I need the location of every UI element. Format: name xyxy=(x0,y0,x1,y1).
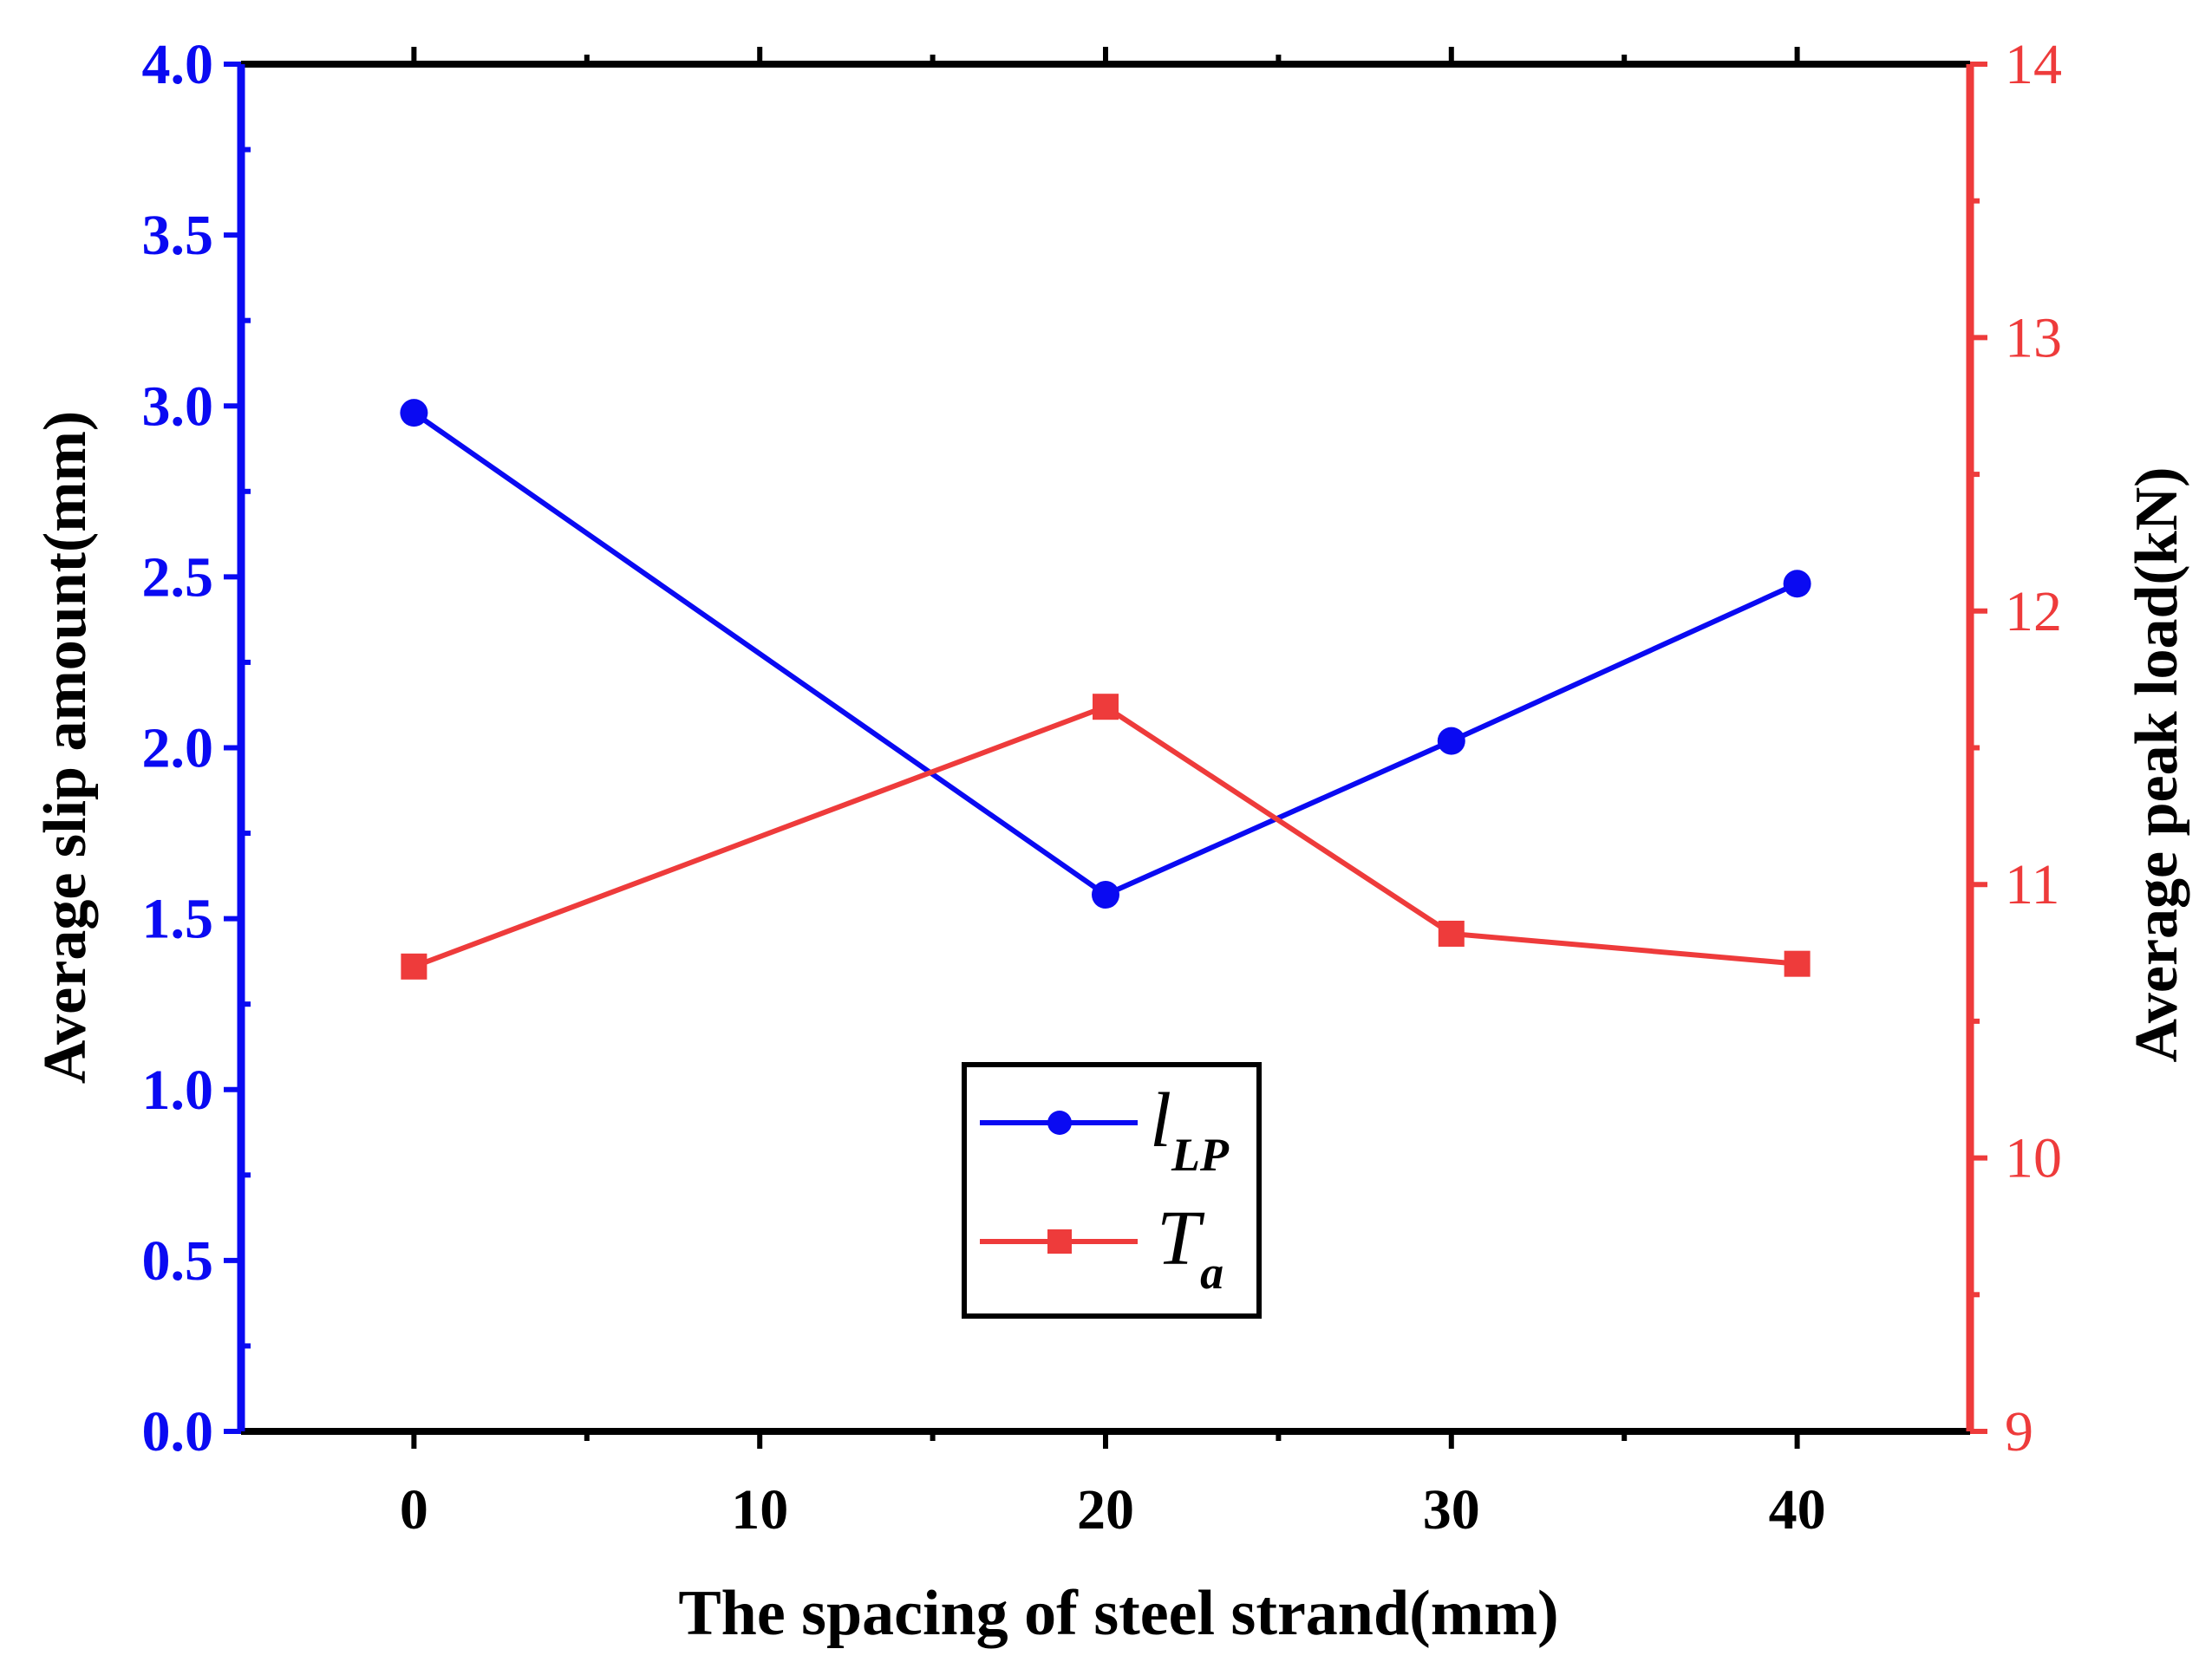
right-y-tick-label: 14 xyxy=(2005,33,2062,96)
data-point-t-a xyxy=(1784,950,1811,977)
right-y-tick-label: 10 xyxy=(2005,1127,2062,1190)
data-point-l-lp xyxy=(1092,881,1119,909)
legend-label-l-lp: lLP xyxy=(1150,1078,1230,1181)
x-tick-label: 30 xyxy=(1423,1478,1480,1541)
left-y-tick-label: 0.5 xyxy=(142,1229,214,1293)
series-line-l-lp xyxy=(412,410,1798,898)
x-tick-label: 20 xyxy=(1077,1478,1134,1541)
legend-box xyxy=(962,1062,1262,1319)
data-point-t-a xyxy=(1093,694,1119,720)
legend-label-t-a-sub: a xyxy=(1200,1247,1223,1299)
left-y-tick-label: 1.5 xyxy=(142,888,214,951)
right-y-axis-label: Average peak load(kN) xyxy=(2124,467,2190,1063)
data-point-t-a xyxy=(401,953,427,980)
legend-label-l-lp-sub: LP xyxy=(1171,1129,1230,1181)
right-y-tick-label: 13 xyxy=(2005,306,2062,369)
x-axis-label: The spacing of steel strand(mm) xyxy=(678,1578,1558,1649)
right-y-tick-label: 11 xyxy=(2005,853,2060,916)
legend-label-t-a-main: T xyxy=(1157,1196,1205,1281)
left-y-tick-label: 1.0 xyxy=(142,1059,214,1122)
x-tick-label: 0 xyxy=(400,1478,428,1541)
legend: lLP Ta xyxy=(962,1062,1262,1319)
x-tick-label: 10 xyxy=(731,1478,788,1541)
left-y-tick-label: 2.5 xyxy=(142,545,214,609)
legend-swatch-marker-l-lp xyxy=(1047,1111,1072,1135)
left-y-axis-label: Average slip amount(mm) xyxy=(32,411,99,1084)
right-y-tick-label: 12 xyxy=(2005,580,2062,643)
x-tick-label: 40 xyxy=(1769,1478,1826,1541)
data-point-l-lp xyxy=(1783,570,1811,598)
left-y-tick-label: 0.0 xyxy=(142,1400,214,1463)
data-point-l-lp xyxy=(1437,727,1465,755)
legend-label-t-a: Ta xyxy=(1157,1196,1223,1299)
data-point-t-a xyxy=(1438,920,1465,947)
series-line-t-a xyxy=(413,703,1798,969)
left-y-tick-label: 3.5 xyxy=(142,204,214,267)
right-y-tick-label: 9 xyxy=(2005,1400,2033,1463)
legend-label-l-lp-main: l xyxy=(1150,1078,1171,1163)
left-y-tick-label: 3.0 xyxy=(142,375,214,438)
legend-swatch-marker-t-a xyxy=(1047,1229,1072,1254)
left-y-tick-label: 2.0 xyxy=(142,717,214,780)
data-point-l-lp xyxy=(400,399,428,427)
left-y-tick-label: 4.0 xyxy=(142,33,214,96)
